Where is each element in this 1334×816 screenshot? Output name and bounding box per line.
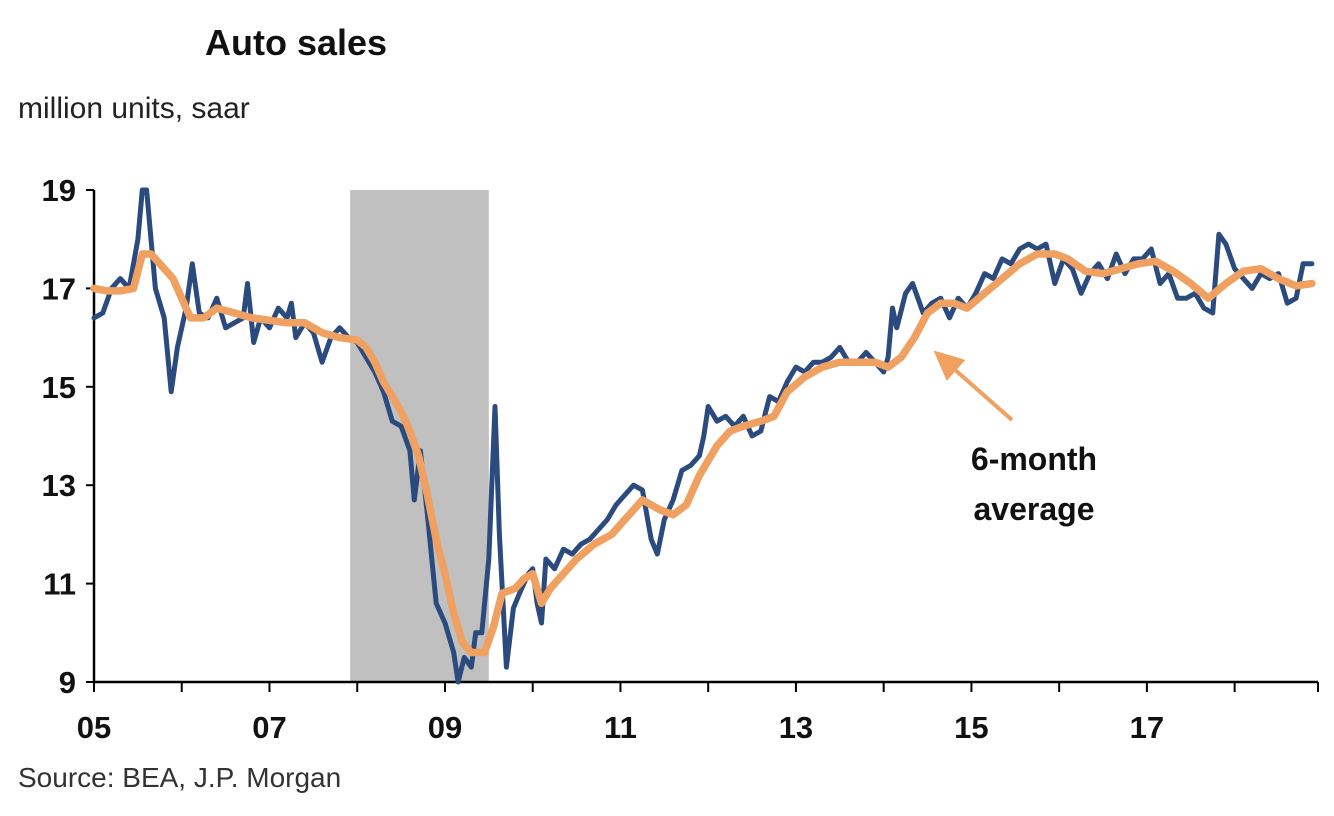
source-note: Source: BEA, J.P. Morgan — [18, 762, 342, 793]
annotation-label: 6-month — [971, 441, 1097, 477]
y-tick-label: 11 — [43, 567, 76, 602]
annotation-arrow-head — [933, 350, 966, 381]
x-tick-label: 09 — [428, 710, 462, 745]
recession-shading — [350, 190, 489, 682]
chart-title: Auto sales — [205, 22, 388, 63]
x-tick-label: 07 — [252, 710, 286, 745]
y-tick-label: 9 — [59, 665, 76, 700]
y-tick-label: 13 — [42, 468, 76, 503]
chart-subtitle: million units, saar — [18, 92, 250, 125]
annotation-arrow-shaft — [952, 367, 1014, 422]
annotation-label: average — [974, 491, 1095, 527]
y-tick-label: 17 — [42, 271, 76, 306]
x-tick-label: 17 — [1130, 710, 1164, 745]
x-tick-label: 13 — [779, 710, 813, 745]
y-tick-label: 15 — [42, 370, 76, 405]
x-tick-label: 11 — [604, 710, 637, 745]
six-month-average-line — [90, 250, 1316, 657]
y-tick-label: 19 — [42, 173, 76, 208]
x-tick-label: 15 — [954, 710, 988, 745]
x-tick-label: 05 — [77, 710, 111, 745]
